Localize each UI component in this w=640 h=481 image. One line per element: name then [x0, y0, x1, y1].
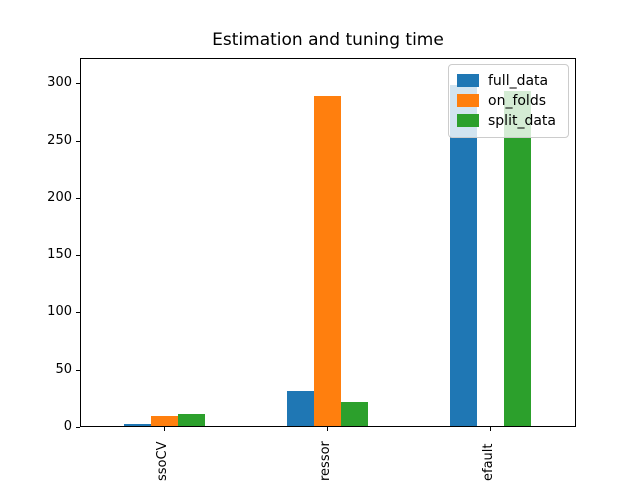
bar-split_data-0 [177, 413, 205, 426]
legend-label: on_folds [488, 92, 547, 109]
x-tick-label: ssoCV [155, 441, 170, 481]
y-tick-mark [76, 312, 80, 313]
legend-label: full_data [488, 72, 549, 89]
y-tick-label: 200 [47, 190, 72, 205]
y-tick-label: 50 [55, 362, 72, 377]
plot-area [80, 58, 576, 427]
legend: full_data on_folds split_data [448, 64, 569, 138]
x-tick-mark [327, 427, 328, 431]
legend-item-split_data: split_data [457, 111, 560, 130]
legend-swatch-icon [457, 74, 479, 87]
bar-split_data-2 [503, 90, 531, 426]
x-tick-label: ressor [318, 441, 333, 481]
bar-on_folds-1 [313, 95, 341, 426]
chart-title: Estimation and tuning time [212, 30, 444, 50]
legend-swatch-icon [457, 94, 479, 107]
legend-swatch-icon [457, 114, 479, 127]
bar-on_folds-0 [150, 415, 178, 426]
y-tick-label: 250 [47, 133, 72, 148]
y-tick-mark [76, 198, 80, 199]
bar-full_data-1 [286, 390, 314, 426]
bar-full_data-0 [123, 423, 151, 426]
bar-full_data-2 [449, 85, 477, 426]
y-tick-mark [76, 141, 80, 142]
x-tick-label: efault [481, 443, 496, 481]
y-tick-label: 0 [63, 419, 72, 434]
y-tick-label: 150 [47, 247, 72, 262]
x-tick-mark [164, 427, 165, 431]
bar-split_data-1 [340, 402, 368, 426]
y-tick-mark [76, 255, 80, 256]
legend-item-full_data: full_data [457, 71, 560, 90]
x-tick-mark [490, 427, 491, 431]
y-tick-mark [76, 427, 80, 428]
legend-item-on_folds: on_folds [457, 91, 560, 110]
y-tick-label: 100 [47, 304, 72, 319]
y-tick-mark [76, 83, 80, 84]
y-tick-label: 300 [47, 75, 72, 90]
legend-label: split_data [488, 112, 556, 129]
y-tick-mark [76, 370, 80, 371]
